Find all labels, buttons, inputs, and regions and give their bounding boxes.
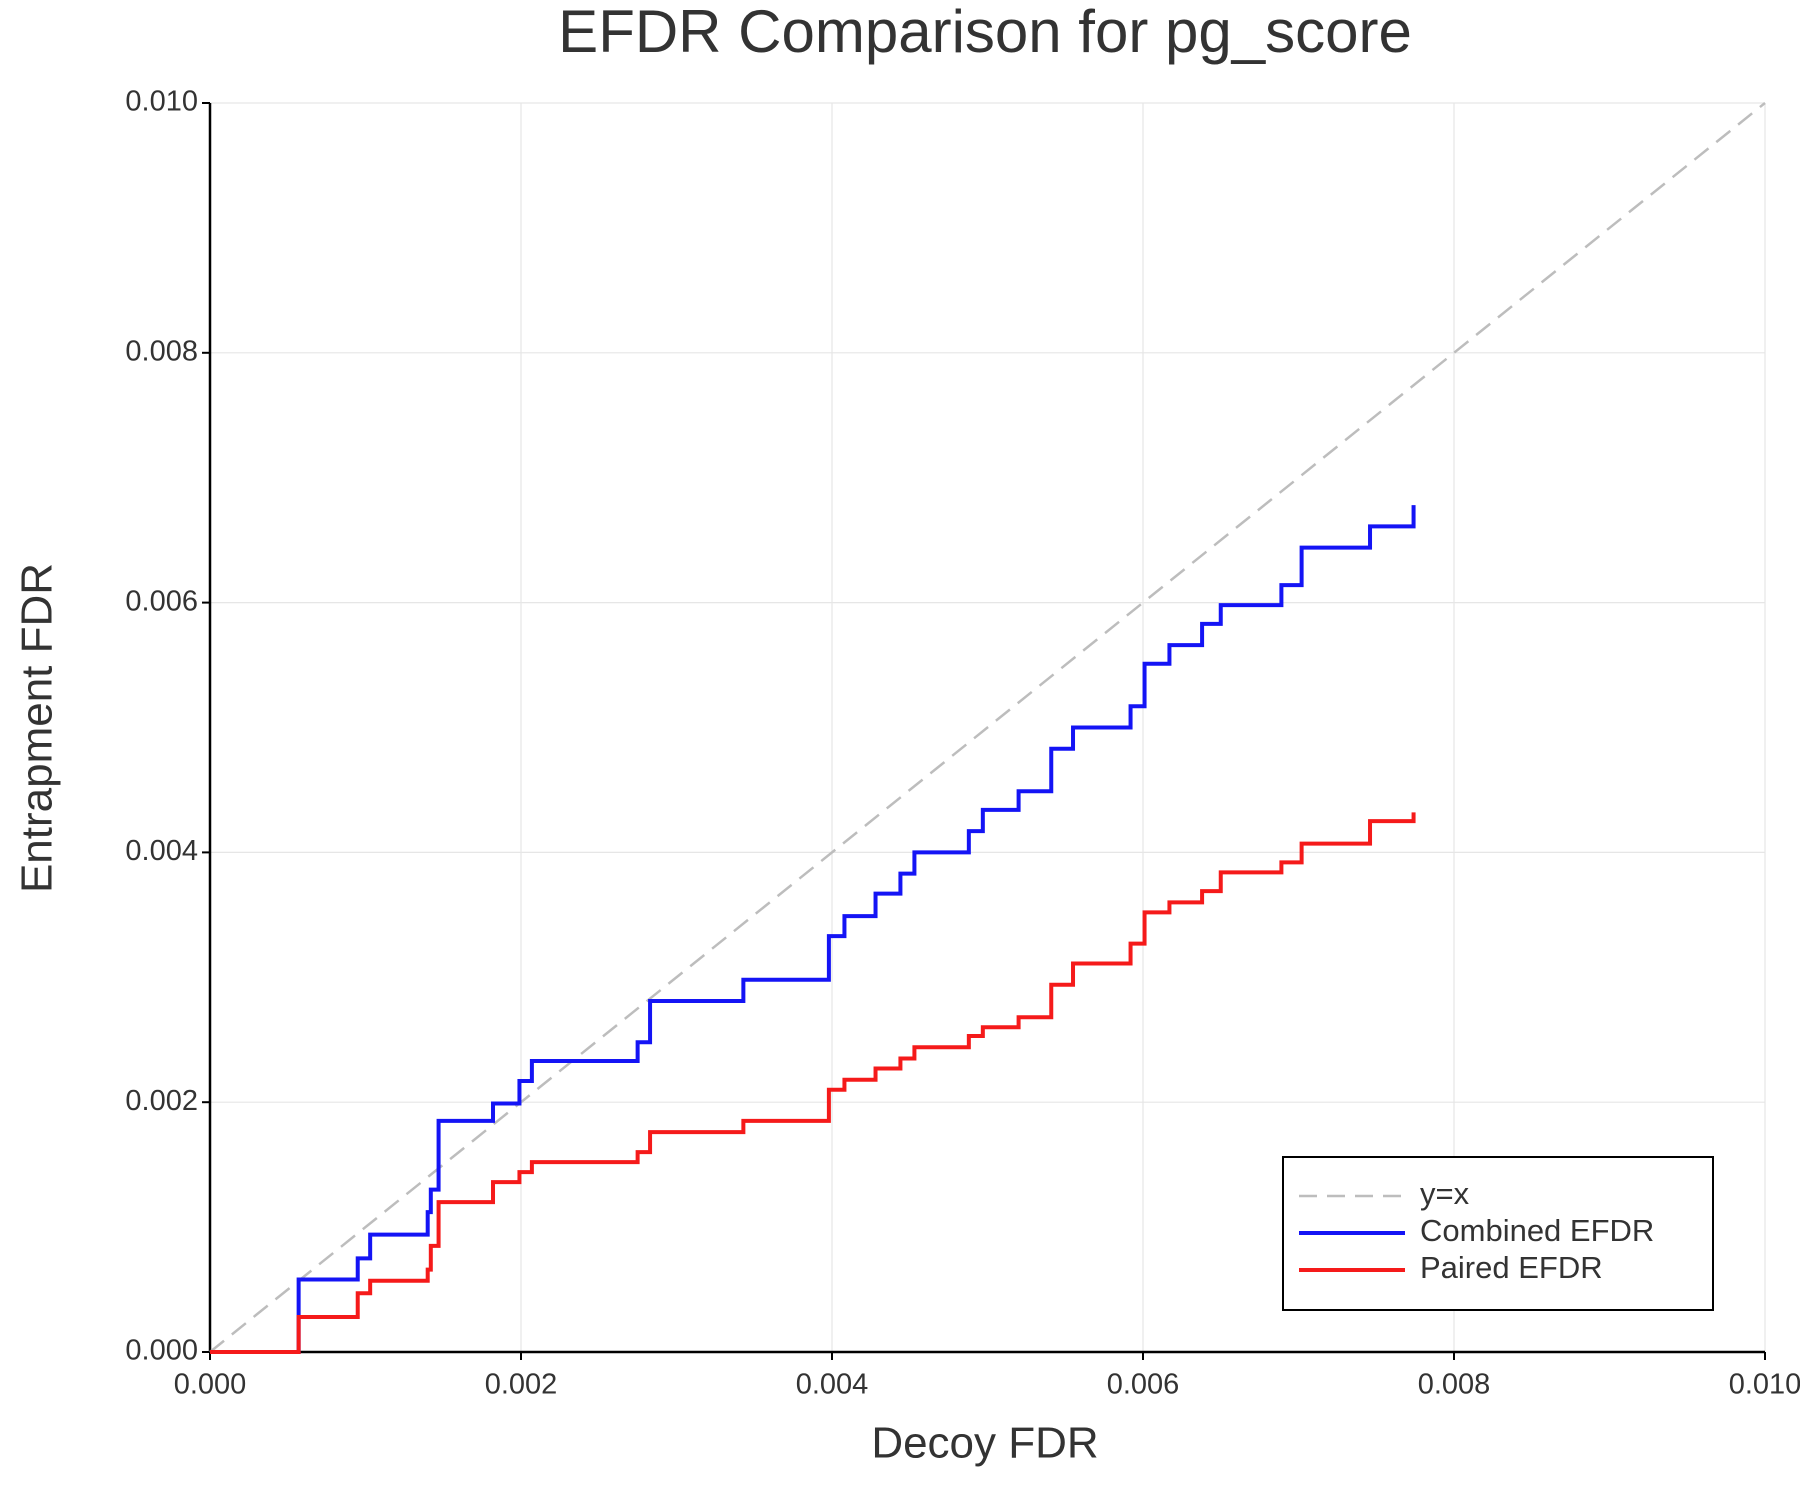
y-tick-label: 0.008 <box>125 335 198 367</box>
legend-label: Combined EFDR <box>1420 1213 1654 1248</box>
x-tick-label: 0.006 <box>1107 1369 1180 1401</box>
legend-label: y=x <box>1420 1176 1470 1211</box>
x-tick-label: 0.004 <box>796 1369 869 1401</box>
series-line <box>210 812 1416 1354</box>
y-tick-label: 0.002 <box>125 1085 198 1117</box>
chart-title: EFDR Comparison for pg_score <box>558 0 1412 65</box>
x-tick-label: 0.000 <box>174 1369 247 1401</box>
y-tick-label: 0.010 <box>125 86 198 118</box>
y-tick-label: 0.000 <box>125 1335 198 1367</box>
x-tick-label: 0.010 <box>1729 1369 1800 1401</box>
series-line <box>209 102 1766 1353</box>
y-tick-label: 0.004 <box>125 835 198 867</box>
legend-label: Paired EFDR <box>1420 1250 1603 1285</box>
x-tick-label: 0.008 <box>1418 1369 1491 1401</box>
x-tick-label: 0.002 <box>485 1369 558 1401</box>
x-axis-label: Decoy FDR <box>871 1419 1098 1468</box>
y-axis-label: Entrapment FDR <box>13 563 62 893</box>
series-line <box>210 505 1416 1354</box>
y-tick-label: 0.006 <box>125 585 198 617</box>
